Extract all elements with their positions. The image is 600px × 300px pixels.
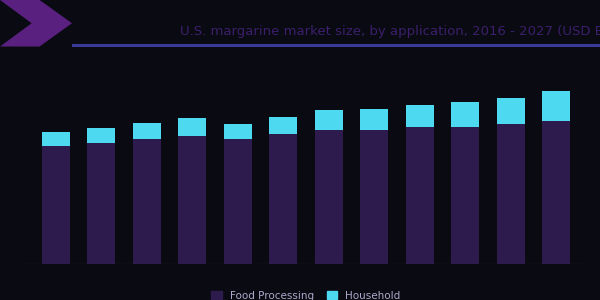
Bar bbox=[269, 117, 298, 134]
Bar bbox=[269, 134, 298, 264]
Text: U.S. margarine market size, by application, 2016 - 2027 (USD Billion): U.S. margarine market size, by applicati… bbox=[180, 25, 600, 38]
Bar bbox=[406, 127, 434, 264]
Bar bbox=[497, 98, 525, 124]
Bar bbox=[360, 130, 388, 264]
Bar bbox=[224, 140, 252, 264]
Bar bbox=[133, 140, 161, 264]
Bar bbox=[542, 121, 570, 264]
Bar bbox=[178, 136, 206, 264]
Bar bbox=[87, 143, 115, 264]
Bar bbox=[497, 124, 525, 264]
Bar bbox=[224, 124, 252, 140]
Bar bbox=[87, 128, 115, 143]
Bar bbox=[133, 123, 161, 140]
Bar bbox=[314, 130, 343, 264]
Polygon shape bbox=[0, 0, 72, 46]
Bar bbox=[451, 102, 479, 127]
Bar bbox=[314, 110, 343, 130]
Bar bbox=[178, 118, 206, 136]
Legend: Food Processing, Household: Food Processing, Household bbox=[208, 287, 404, 300]
Bar bbox=[42, 132, 70, 146]
Bar bbox=[360, 110, 388, 130]
Bar bbox=[406, 105, 434, 127]
Bar bbox=[451, 127, 479, 264]
Bar bbox=[542, 91, 570, 121]
Bar bbox=[42, 146, 70, 264]
